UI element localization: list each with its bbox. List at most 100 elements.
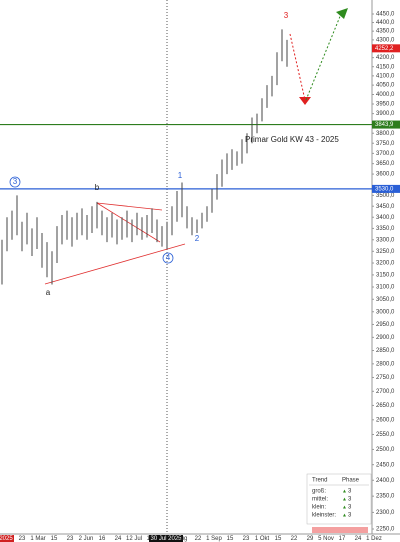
status-bar [312, 527, 368, 533]
triangle-line [96, 202, 163, 211]
level-label: 4252,2 [375, 46, 394, 52]
level-tag [372, 120, 400, 129]
y-tick-label: 2450,0 [376, 462, 395, 468]
y-tick-label: 2550,0 [376, 432, 395, 438]
x-tick-label: 15 [51, 536, 58, 542]
y-tick-label: 2600,0 [376, 417, 395, 423]
x-label-box [149, 535, 183, 542]
wave-circle [162, 252, 174, 264]
x-tick-label: 23 [243, 536, 250, 542]
x-tick-label: 5 Nov [318, 536, 334, 542]
chart-title: Primar Gold KW 43 - 2025 [245, 135, 339, 144]
y-tick-label: 3800,0 [376, 131, 395, 137]
wave-label: 2 [195, 234, 200, 243]
arrow-up [305, 13, 342, 101]
y-tick-label: 2400,0 [376, 478, 395, 484]
table-cell: klein: [312, 505, 326, 511]
x-tick-label: 12 Jul [126, 536, 142, 542]
y-tick-label: 2250,0 [376, 527, 395, 533]
triangle-line [96, 202, 161, 243]
y-tick-label: 2900,0 [376, 335, 395, 341]
x-tick-label: 2025 [0, 536, 13, 542]
x-tick-label: 30 Jul 2025 [150, 536, 182, 542]
table-header: Phase [342, 478, 360, 484]
y-tick-label: 3950,0 [376, 102, 395, 108]
y-tick-label: 3900,0 [376, 111, 395, 117]
x-tick-label: 1 Dez [366, 536, 382, 542]
table-cell: 3 [348, 489, 352, 495]
x-tick-label: 1 Sep [206, 536, 222, 542]
wave-label: 3 [284, 11, 289, 20]
y-tick-label: 2950,0 [376, 322, 395, 328]
wave-circle [9, 176, 21, 188]
table-cell: ▲ [342, 496, 347, 502]
arrow-head [299, 97, 311, 105]
x-tick-label: 16 [99, 536, 106, 542]
y-tick-label: 3750,0 [376, 141, 395, 147]
y-tick-label: 2700,0 [376, 389, 395, 395]
wave-label: 1 [178, 171, 183, 180]
y-tick-label: 3100,0 [376, 285, 395, 291]
table-cell: 3 [348, 497, 352, 503]
y-tick-label: 3300,0 [376, 237, 395, 243]
x-tick-label: 29 [307, 536, 314, 542]
x-tick-label: 24 [115, 536, 122, 542]
y-tick-label: 4000,0 [376, 92, 395, 98]
y-tick-label: 2300,0 [376, 510, 395, 516]
arrow-down [289, 33, 306, 101]
y-tick-label: 4300,0 [376, 37, 395, 43]
wave-label: a [46, 288, 51, 297]
y-tick-label: 4200,0 [376, 55, 395, 61]
x-tick-label: 23 [67, 536, 74, 542]
x-tick-label: 2 Jun [79, 536, 94, 542]
y-tick-label: 3000,0 [376, 309, 395, 315]
table-cell: ▲ [342, 512, 347, 518]
level-label: 3843,9 [375, 122, 394, 128]
table-cell: mittel: [312, 497, 328, 503]
y-tick-label: 3600,0 [376, 172, 395, 178]
y-tick-label: 3500,0 [376, 193, 395, 199]
x-tick-label: 1 Okt [255, 536, 270, 542]
y-tick-label: 3700,0 [376, 151, 395, 157]
y-tick-label: 4100,0 [376, 73, 395, 79]
wave-label: 3 [13, 177, 18, 186]
y-tick-label: 3450,0 [376, 204, 395, 210]
y-tick-label: 2500,0 [376, 447, 395, 453]
arrow-head [336, 8, 348, 19]
table-cell: ▲ [342, 488, 347, 494]
wave-label: 4 [166, 253, 171, 262]
x-tick-label: 23 [19, 536, 26, 542]
level-tag [372, 44, 400, 53]
y-tick-label: 3350,0 [376, 226, 395, 232]
y-tick-label: 2350,0 [376, 494, 395, 500]
y-tick-label: 2750,0 [376, 375, 395, 381]
y-tick-label: 3150,0 [376, 272, 395, 278]
wave-label: b [95, 183, 100, 192]
y-tick-label: 3650,0 [376, 161, 395, 167]
level-label: 3530,0 [375, 186, 394, 192]
x-label-box [0, 535, 14, 542]
table-cell: 3 [348, 513, 352, 519]
x-tick-label: 22 [195, 536, 202, 542]
x-tick-label: 15 [275, 536, 282, 542]
table-cell: ▲ [342, 504, 347, 510]
x-tick-label: 1 Mar [30, 536, 45, 542]
table-cell: groß: [312, 489, 326, 495]
y-tick-label: 4150,0 [376, 64, 395, 70]
x-tick-label: Aug [177, 536, 188, 542]
trend-table [306, 473, 372, 525]
y-tick-label: 3250,0 [376, 249, 395, 255]
y-tick-label: 4400,0 [376, 20, 395, 26]
x-tick-label: 17 [339, 536, 346, 542]
table-cell: kleinster: [312, 513, 336, 519]
x-tick-label: 22 [291, 536, 298, 542]
y-tick-label: 4450,0 [376, 12, 395, 18]
y-tick-label: 2650,0 [376, 403, 395, 409]
y-tick-label: 4350,0 [376, 29, 395, 35]
y-tick-label: 2850,0 [376, 348, 395, 354]
x-tick-label: 15 [227, 536, 234, 542]
level-tag [372, 184, 400, 193]
x-tick-label: 24 [355, 536, 362, 542]
